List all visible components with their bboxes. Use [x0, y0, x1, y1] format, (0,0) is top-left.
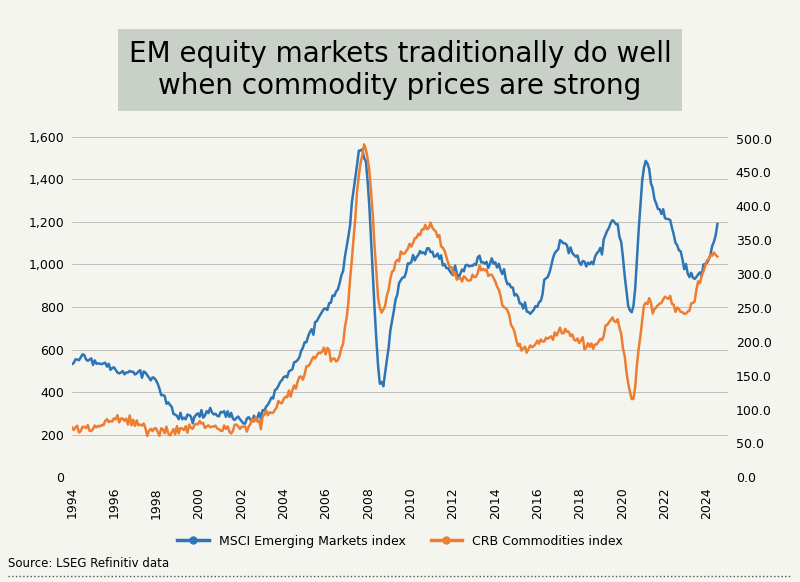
- Legend: MSCI Emerging Markets index, CRB Commodities index: MSCI Emerging Markets index, CRB Commodi…: [173, 530, 627, 553]
- Text: Source: LSEG Refinitiv data: Source: LSEG Refinitiv data: [8, 558, 169, 570]
- Text: EM equity markets traditionally do well
when commodity prices are strong: EM equity markets traditionally do well …: [129, 40, 671, 100]
